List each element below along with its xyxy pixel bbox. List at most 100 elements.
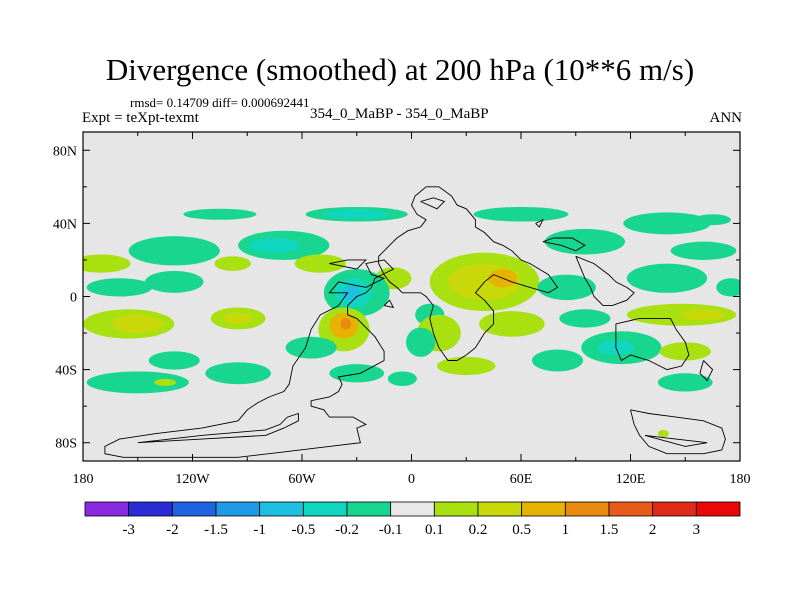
colorbar-swatch [695,501,741,517]
contour-region [183,208,257,220]
coastline [644,434,708,447]
colorbar-swatch [652,501,697,517]
stats-line: rmsd= 0.14709 diff= 0.000692441 [130,95,310,110]
x-tick-label: 60W [288,472,316,487]
contour-region [659,342,711,361]
contour-region [531,349,584,372]
colorbar-label: 0.5 [512,522,531,538]
coastline [542,237,586,252]
y-tick-label: 40S [55,364,77,379]
colorbar: -3 -2 -1.5 -1 -0.5 -0.2 -0.1 0.1 0.2 0.5 1 1.5 2 3 [84,501,741,538]
contour-region [340,318,352,330]
contour-region [657,429,669,438]
contour-region [294,254,346,273]
contour-region [406,327,436,357]
contour-region [626,263,708,293]
colorbar-swatch [128,501,173,517]
coastlines [104,186,726,458]
colorbar-label: -0.2 [335,522,359,538]
colorbar-swatch [171,501,217,517]
colorbar-label: -1 [253,522,266,538]
colorbar-label: 0.2 [469,522,488,538]
coastline [104,259,395,458]
contour-region [681,309,726,321]
colorbar-swatch [302,501,348,517]
colorbar-swatch [477,501,523,517]
contour-region [537,274,596,301]
contour-region [694,214,731,226]
contour-region [342,285,361,301]
contour-region [323,209,390,219]
x-tick-label: 180 [73,472,94,487]
contour-region [626,303,737,326]
center-label: 354_0_MaBP - 354_0_MaBP [310,106,489,122]
contour-region [559,309,611,328]
contour-region [249,238,301,253]
contour-region [112,314,164,334]
axis-ticks: 180 120W 60W 0 60E 120E 180 80N 40N 0 40S 80S [53,132,751,487]
contour-region [145,270,204,293]
coastline [699,360,714,382]
coastline [383,299,395,309]
contour-region [329,364,385,383]
colorbar-label: -0.5 [291,522,315,538]
colorbar-label: 3 [693,522,701,538]
colorbar-label: -3 [122,522,135,538]
contour-region [128,236,220,266]
x-tick-label: 180 [730,472,751,487]
contour-region [657,373,713,392]
x-tick-label: 0 [408,472,415,487]
x-tick-label: 120W [175,472,210,487]
colorbar-label: 2 [649,522,657,538]
contour-region [437,356,496,376]
y-tick-label: 80S [55,437,77,452]
coastline [630,409,726,455]
right-label: ANN [709,110,743,126]
coastline [615,317,690,371]
contour-region [544,228,626,255]
colorbar-label: 1.5 [600,522,619,538]
colorbar-swatch [390,501,435,517]
contour-region [473,206,569,222]
coastline [137,412,299,444]
contour-region [670,241,737,260]
coastline [329,259,367,270]
x-tick-label: 120E [616,472,646,487]
colorbar-label: -1.5 [204,522,228,538]
colorbar-swatch [84,501,130,517]
coastline [535,218,544,228]
y-tick-label: 80N [53,144,77,159]
coastline [420,197,446,210]
contour-region [86,371,189,394]
left-label: Expt = teXpt-texmt [82,110,199,126]
chart-title: Divergence (smoothed) at 200 hPa (10**6 … [105,52,695,87]
contour-region [148,351,200,370]
colorbar-swatch [564,501,610,517]
contour-region [205,362,271,385]
colorbar-swatch [608,501,654,517]
coastline [575,255,635,307]
colorbar-label: -0.1 [379,522,403,538]
colorbar-swatch [346,501,392,517]
colorbar-swatch [433,501,479,517]
y-tick-label: 40N [53,217,77,232]
colorbar-label: -2 [166,522,179,538]
contour-region [214,256,251,271]
contour-region [83,254,131,273]
contour-region [387,371,417,387]
contour-region [86,278,153,297]
contour-region [716,278,740,297]
contour-region [623,212,711,235]
coastline [378,186,559,361]
contour-region [479,311,545,337]
colorbar-label: 1 [562,522,570,538]
colorbar-label: 0.1 [425,522,444,538]
contour-region [223,312,253,324]
contour-region [154,378,177,387]
y-tick-label: 0 [70,291,77,306]
colorbar-swatch [521,501,566,517]
contour-region [285,336,337,359]
colorbar-swatch [259,501,304,517]
colorbar-swatch [215,501,261,517]
